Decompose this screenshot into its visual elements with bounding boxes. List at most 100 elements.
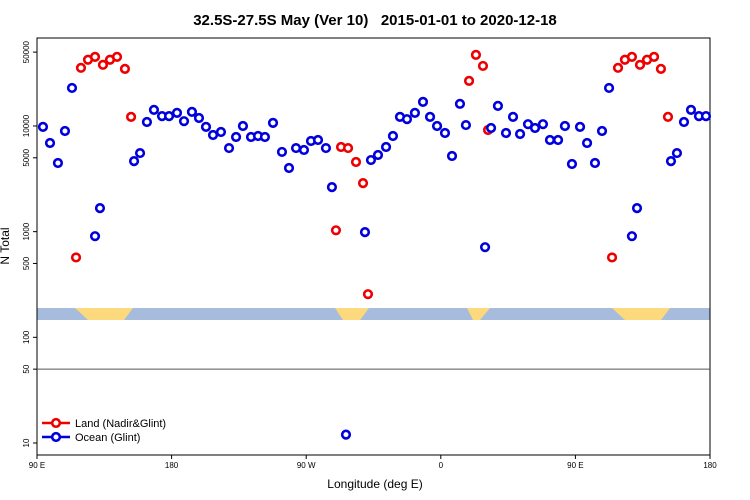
point (544, 134, 556, 146)
legend-label: Land (Nadir&Glint) (75, 418, 166, 430)
point (507, 111, 519, 122)
x-tick-label: 180 (165, 461, 179, 470)
point (631, 203, 643, 214)
point (439, 127, 451, 139)
y-tick-label: 50 (22, 364, 31, 373)
point (365, 154, 377, 166)
point (186, 106, 198, 117)
land-strip (75, 308, 133, 320)
point (148, 104, 160, 115)
point (671, 147, 683, 159)
point (340, 429, 352, 440)
point (581, 137, 593, 149)
point (662, 111, 674, 122)
land-strip (467, 308, 490, 320)
point (626, 51, 638, 62)
point (485, 122, 497, 134)
y-tick-label: 10 (22, 438, 31, 447)
point (320, 142, 332, 154)
point (589, 157, 601, 169)
point (492, 100, 504, 111)
chart-title: 32.5S-27.5S May (Ver 10) 2015-01-01 to 2… (193, 12, 557, 29)
point (685, 104, 697, 115)
point (477, 60, 489, 72)
point (75, 62, 87, 73)
series (37, 82, 712, 440)
x-tick-label: 0 (439, 461, 444, 470)
point (312, 134, 324, 146)
point (237, 120, 249, 132)
point (59, 125, 71, 137)
legend-marker (50, 417, 62, 429)
point (290, 142, 302, 154)
y-tick-label: 100 (22, 330, 31, 344)
point (678, 116, 690, 128)
y-tick-label: 50000 (22, 40, 31, 63)
point (276, 146, 288, 158)
legend: Land (Nadir&Glint) Ocean (Glint) (42, 417, 166, 444)
point (463, 75, 475, 87)
point (514, 128, 526, 140)
y-tick-label: 5000 (22, 148, 31, 166)
point (326, 181, 338, 193)
point (552, 134, 564, 146)
point (559, 120, 571, 132)
point (634, 59, 646, 70)
point (603, 82, 615, 94)
point (359, 227, 371, 238)
point (125, 111, 137, 122)
point (200, 121, 212, 133)
point (460, 119, 472, 131)
point (537, 119, 549, 130)
x-tick-label: 90 E (29, 461, 45, 470)
point (128, 156, 140, 167)
land-strip (335, 308, 369, 320)
x-tick-label: 90 E (567, 461, 583, 470)
point (372, 149, 384, 161)
point (387, 130, 399, 142)
point (283, 162, 295, 174)
point (612, 62, 624, 73)
point (134, 147, 146, 159)
point (230, 131, 242, 143)
point (574, 121, 586, 133)
x-tick-label: 90 W (297, 461, 316, 470)
point (626, 231, 638, 242)
point (37, 121, 49, 133)
point (357, 178, 369, 189)
point (89, 231, 101, 242)
point (207, 129, 219, 141)
point (330, 225, 342, 236)
point (431, 120, 443, 132)
point (89, 51, 101, 62)
point (259, 131, 271, 143)
point (94, 203, 106, 214)
point (596, 125, 608, 137)
point (111, 51, 123, 62)
point (342, 142, 354, 154)
x-tick-label: 180 (703, 461, 717, 470)
point (141, 116, 153, 128)
point (401, 114, 413, 125)
point (66, 82, 78, 94)
point (362, 289, 374, 300)
point (52, 157, 64, 169)
point (171, 107, 183, 118)
point (470, 49, 482, 60)
point (700, 111, 712, 122)
point (665, 156, 677, 167)
point (380, 141, 392, 153)
y-axis-label: N Total (0, 227, 12, 264)
point (178, 116, 190, 127)
point (350, 156, 362, 168)
point (417, 96, 429, 107)
series (70, 49, 674, 300)
x-axis-label: Longitude (deg E) (327, 477, 422, 491)
point (97, 59, 109, 70)
point (267, 117, 279, 128)
point (223, 142, 235, 154)
y-tick-label: 500 (22, 256, 31, 270)
point (446, 150, 458, 162)
